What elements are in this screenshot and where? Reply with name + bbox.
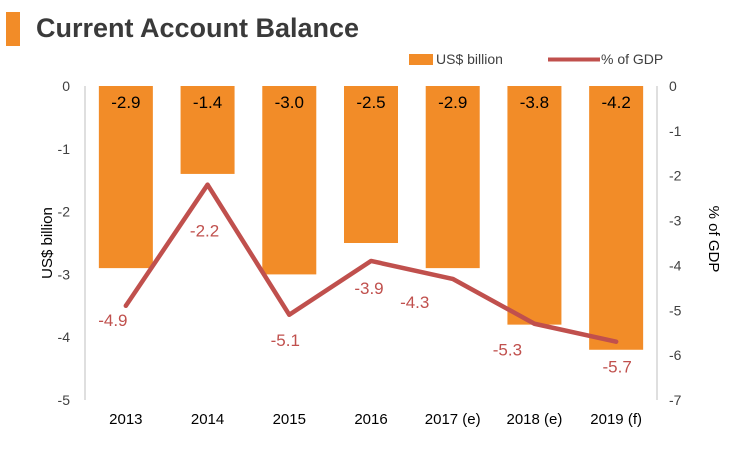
title-accent-bar: [6, 12, 20, 46]
page-title: Current Account Balance: [36, 13, 360, 43]
legend-label-bar: US$ billion: [436, 51, 503, 67]
x-tick-label: 2016: [354, 411, 387, 428]
bar: [589, 86, 644, 350]
bar-value-label: -4.2: [601, 93, 630, 112]
y-tick-label-right: -7: [669, 392, 682, 408]
line-point: [532, 321, 537, 326]
line-value-label: -5.3: [493, 341, 522, 360]
y-tick-label-right: 0: [669, 78, 677, 94]
bar-value-label: -3.8: [520, 93, 549, 112]
y-tick-label-right: -5: [669, 302, 682, 318]
y-tick-label-left: -4: [58, 329, 71, 345]
line-point: [205, 182, 210, 187]
bar: [180, 86, 235, 174]
y-tick-label-left: 0: [62, 78, 70, 94]
bar: [98, 86, 153, 269]
bar: [425, 86, 480, 269]
bar: [344, 86, 398, 243]
line-point: [369, 258, 373, 263]
bar: [507, 86, 562, 325]
line-point: [614, 339, 619, 344]
y-tick-label-left: -3: [58, 266, 71, 282]
y-tick-label-left: -2: [58, 204, 71, 220]
bar-value-label: -2.9: [438, 93, 467, 112]
bar-value-label: -3.0: [275, 93, 304, 112]
y-tick-label-right: -3: [669, 213, 682, 229]
bar-value-label: -2.9: [111, 93, 140, 112]
line-value-label: -5.1: [271, 331, 300, 350]
data-labels: -2.9 -1.4 -3.0 -2.5 -2.9 -3.8 -4.2 -4.9 -2.2 -5.1…: [98, 93, 632, 377]
y-tick-label-right: -2: [669, 168, 682, 184]
y-axis-title-left: US$ billion: [39, 207, 56, 279]
line-value-label: -4.9: [98, 311, 127, 330]
line-value-label: -5.7: [602, 358, 631, 377]
x-tick-label: 2014: [191, 411, 224, 428]
line-value-label: -2.2: [190, 222, 219, 241]
y-tick-label-left: -1: [58, 141, 71, 157]
y-tick-label-right: -4: [669, 257, 682, 273]
legend-label-line: % of GDP: [601, 51, 663, 67]
line-series: [123, 182, 619, 344]
x-tick-label: 2019 (f): [590, 411, 642, 428]
chart-axes: 0 -1 -2 -3 -4 -5 0 -1 -2 -3 -4 -5 -6 -7 US$ billion % o…: [39, 78, 722, 428]
legend: US$ billion % of GDP: [409, 51, 663, 67]
x-tick-label: 2018 (e): [506, 411, 562, 428]
bar-value-label: -2.5: [356, 93, 385, 112]
bar-value-label: -1.4: [193, 93, 222, 112]
y-tick-label-right: -6: [669, 347, 682, 363]
line-point: [450, 276, 455, 281]
y-tick-label-left: -5: [58, 392, 71, 408]
legend-swatch-bar: [409, 54, 433, 65]
line-point: [123, 303, 128, 308]
line-point: [287, 312, 292, 317]
line-value-label: -4.3: [400, 293, 429, 312]
bar: [262, 86, 317, 275]
y-tick-label-right: -1: [669, 123, 682, 139]
x-tick-label: 2013: [109, 411, 142, 428]
x-tick-label: 2017 (e): [425, 411, 481, 428]
y-axis-title-right: % of GDP: [705, 206, 722, 273]
bar-series: [98, 86, 644, 350]
x-tick-label: 2015: [273, 411, 306, 428]
line-value-label: -3.9: [354, 279, 383, 298]
